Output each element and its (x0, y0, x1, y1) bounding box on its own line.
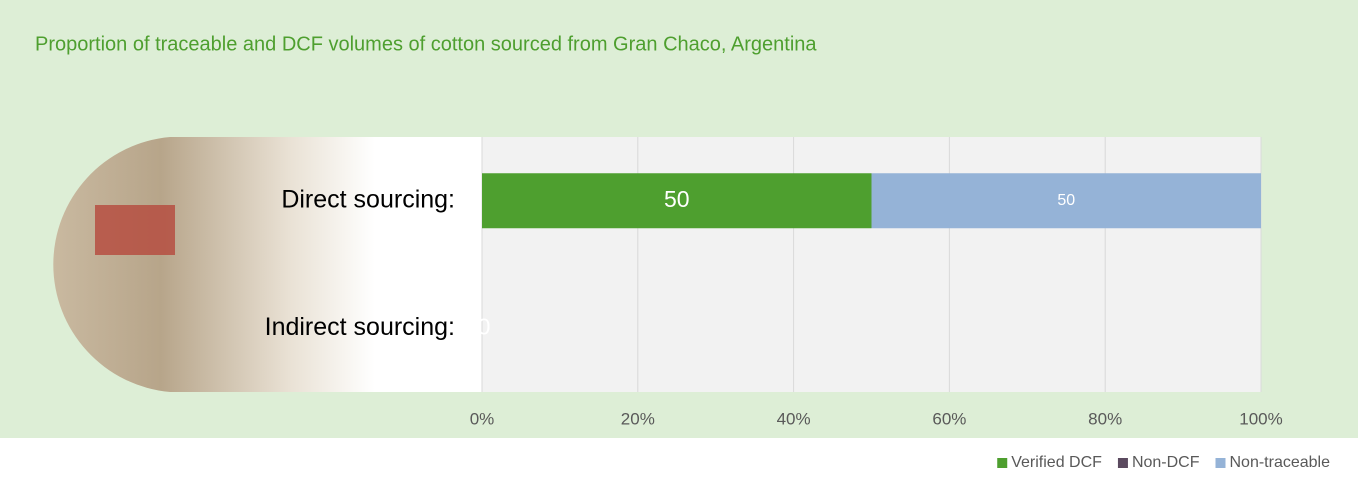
data-label: 50 (1057, 192, 1075, 209)
data-label: 50 (664, 186, 690, 212)
x-tick-label: 20% (621, 409, 655, 428)
x-tick-label: 0% (470, 409, 495, 428)
legend-label: Non-DCF (1132, 454, 1200, 471)
bar-segment (871, 173, 1261, 229)
decorative-harvester (95, 205, 175, 255)
legend-label: Verified DCF (1011, 454, 1102, 471)
x-tick-label: 80% (1088, 409, 1122, 428)
y-tick-label: Direct sourcing: (281, 185, 455, 213)
x-tick-label: 40% (777, 409, 811, 428)
y-tick-label: Indirect sourcing: (265, 313, 455, 341)
x-tick-label: 60% (932, 409, 966, 428)
data-label: 0 (478, 313, 491, 339)
legend-label: Non-traceable (1230, 454, 1331, 471)
legend-swatch (997, 458, 1008, 468)
decorative-image (53, 137, 482, 392)
x-tick-label: 100% (1239, 409, 1282, 428)
bar-segment (482, 173, 872, 229)
legend-swatch (1215, 458, 1226, 468)
legend-swatch (1117, 458, 1128, 468)
chart-title: Proportion of traceable and DCF volumes … (35, 33, 817, 55)
